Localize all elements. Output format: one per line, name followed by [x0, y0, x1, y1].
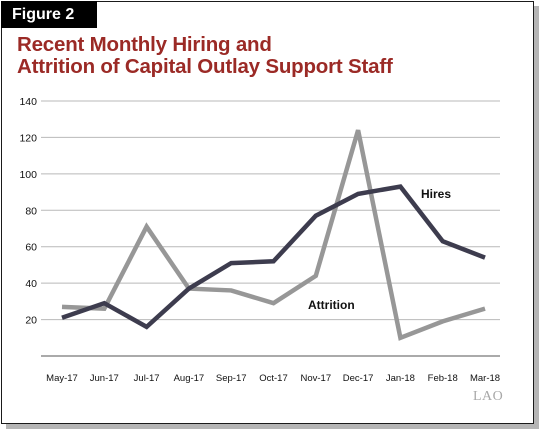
y-tick-label: 60: [25, 242, 37, 254]
series-line-attrition: [61, 129, 486, 341]
y-tick-label: 100: [19, 169, 37, 181]
x-tick-label: Nov-17: [300, 373, 331, 384]
series-label-attrition: Attrition: [308, 298, 355, 312]
figure-label: Figure 2: [1, 1, 97, 28]
figure-frame: [1, 1, 534, 424]
title-line-1: Recent Monthly Hiring and: [17, 33, 272, 56]
x-tick-label: Mar-18: [470, 373, 500, 384]
y-tick-label: 20: [25, 315, 37, 327]
x-tick-label: Jul-17: [134, 373, 160, 384]
chart-title: Recent Monthly Hiring and Attrition of C…: [17, 34, 487, 78]
x-tick-label: Aug-17: [174, 373, 205, 384]
x-tick-label: Sep-17: [216, 373, 247, 384]
series-label-hires: Hires: [421, 187, 451, 201]
title-line-2: Attrition of Capital Outlay Support Staf…: [17, 55, 393, 78]
y-tick-label: 140: [19, 96, 37, 108]
x-tick-label: Oct-17: [259, 373, 288, 384]
x-tick-label: Feb-18: [428, 373, 458, 384]
x-tick-label: Jan-18: [386, 373, 415, 384]
lao-logo: LAO: [473, 389, 504, 404]
series-line-hires: [61, 184, 486, 330]
y-tick-label: 40: [25, 278, 37, 290]
y-tick-label: 120: [19, 132, 37, 144]
y-tick-label: 80: [25, 205, 37, 217]
x-tick-label: May-17: [46, 373, 78, 384]
x-tick-label: Jun-17: [90, 373, 119, 384]
x-tick-label: Dec-17: [343, 373, 374, 384]
